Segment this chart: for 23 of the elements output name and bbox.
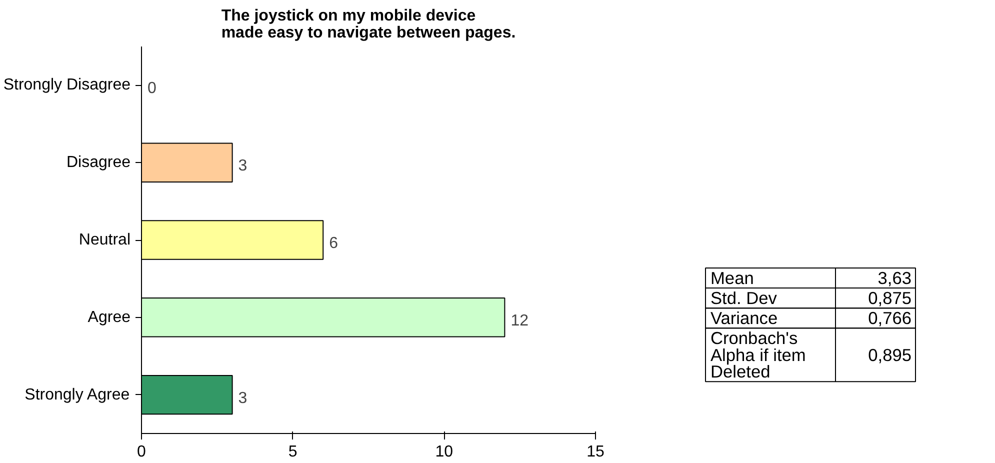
x-tick-label: 5 xyxy=(288,444,298,460)
y-tick-label: Disagree xyxy=(66,154,131,172)
text: 0,766 xyxy=(868,308,912,328)
text: 0,895 xyxy=(868,344,912,365)
text: Mean xyxy=(710,268,754,288)
y-tick-label: Strongly Agree xyxy=(24,386,130,404)
text: 0,875 xyxy=(868,288,912,308)
data-label: 3 xyxy=(238,390,248,407)
x-tick-label: 0 xyxy=(137,444,146,460)
x-tick-label: 15 xyxy=(586,444,604,460)
text: Variance xyxy=(710,308,778,328)
text: Std. Dev xyxy=(710,288,778,308)
y-tick-label: Strongly Disagree xyxy=(3,76,131,94)
y-tick-label: Neutral xyxy=(78,232,130,248)
data-label: 6 xyxy=(329,235,338,252)
chart-title: The joystick on my mobile device made easy to navigate between pages. xyxy=(221,8,516,42)
text: Cronbach's Alpha if item Deleted xyxy=(710,328,806,382)
data-label: 3 xyxy=(238,158,248,175)
data-label: 12 xyxy=(510,312,529,330)
text: 3,63 xyxy=(878,268,912,288)
data-label: 0 xyxy=(148,80,156,98)
y-tick-label: Agree xyxy=(88,308,131,326)
x-tick-label: 10 xyxy=(435,444,454,460)
